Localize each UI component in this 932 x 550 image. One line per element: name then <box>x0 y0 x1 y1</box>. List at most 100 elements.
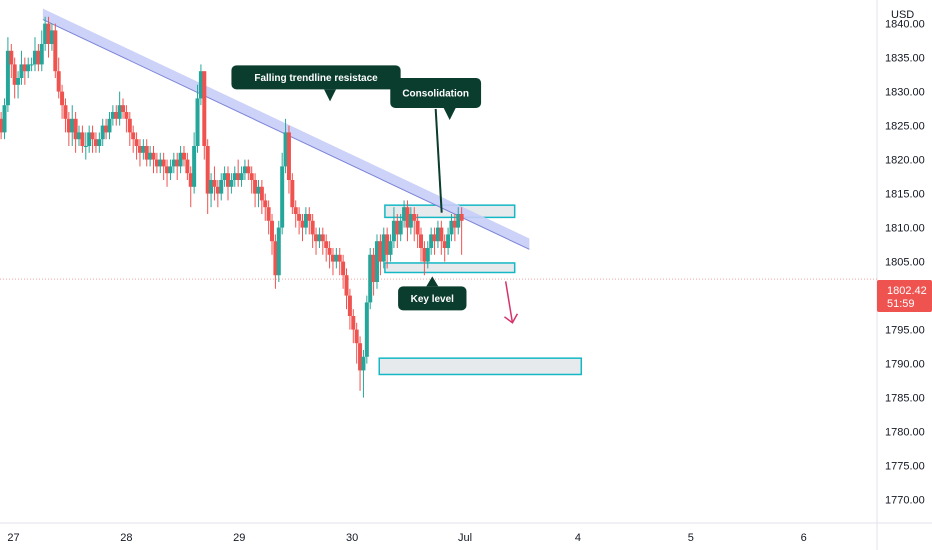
candle <box>192 132 197 194</box>
candle-body <box>151 152 156 160</box>
time-axis[interactable]: 27 28 29 30 Jul 4 5 6 <box>7 532 806 544</box>
candle-body <box>256 186 261 194</box>
candle-body <box>374 241 379 282</box>
candle-body <box>144 146 149 160</box>
y-tick-label: 1780.00 <box>885 427 925 439</box>
candle-body <box>432 234 437 242</box>
candle-body <box>168 166 173 174</box>
candle <box>90 125 95 153</box>
candle <box>266 200 271 235</box>
candle-body <box>215 186 220 194</box>
consolidation-callout-bg <box>390 77 482 108</box>
candle <box>5 37 10 112</box>
candles <box>0 16 464 398</box>
candle-body <box>408 214 413 228</box>
y-tick-label: 1795.00 <box>885 325 925 337</box>
candle-body <box>259 186 264 201</box>
candle <box>22 57 27 85</box>
candle <box>415 214 420 248</box>
candle <box>154 152 159 174</box>
candle-body <box>137 146 142 153</box>
candle-body <box>266 207 271 221</box>
candle <box>158 152 163 174</box>
candle <box>419 227 424 262</box>
candle-body <box>246 166 251 174</box>
candle <box>330 248 335 276</box>
last-price-badge-bg <box>877 280 932 312</box>
candle-body <box>104 125 109 133</box>
candle <box>398 214 403 242</box>
candle <box>73 112 78 153</box>
candle <box>219 173 224 201</box>
candle <box>63 98 68 133</box>
x-tick-label: 28 <box>120 532 132 544</box>
candle <box>300 214 305 242</box>
candle-body <box>73 118 78 140</box>
candle <box>39 30 44 72</box>
candle <box>212 166 217 201</box>
candle <box>114 105 119 126</box>
candle <box>29 57 34 72</box>
candle <box>87 125 92 153</box>
consolidation-callout-pointer <box>443 107 456 120</box>
candle <box>225 166 230 201</box>
candle <box>2 98 7 140</box>
candle <box>46 16 51 58</box>
y-tick-label: 1770.00 <box>885 495 925 507</box>
candle-body <box>371 254 376 282</box>
candle <box>351 309 356 344</box>
candle <box>93 132 98 153</box>
candle <box>127 112 132 146</box>
candle-body <box>66 118 71 133</box>
candle-body <box>9 50 14 65</box>
candle <box>222 166 227 187</box>
candle-body <box>56 71 61 92</box>
candle <box>432 227 437 255</box>
candle-body <box>391 220 396 242</box>
candle-body <box>419 234 424 248</box>
candle-body <box>83 146 88 147</box>
price-axis[interactable]: USD 1770.00 1775.00 1780.00 1785.00 1790.00 1… <box>885 9 925 507</box>
candle-body <box>358 343 363 371</box>
candle-body <box>307 214 312 221</box>
candle-body <box>341 261 346 276</box>
candle <box>249 166 254 194</box>
candle <box>324 234 329 262</box>
candle-body <box>442 241 447 248</box>
candle <box>358 336 363 391</box>
candle <box>141 139 146 160</box>
candle-body <box>181 152 186 160</box>
candle <box>290 173 295 214</box>
bar-countdown: 51:59 <box>887 298 915 310</box>
candle <box>36 44 41 72</box>
candle <box>259 180 264 214</box>
candle-body <box>381 234 386 262</box>
candle-body <box>327 248 332 255</box>
candle-body <box>198 71 203 99</box>
candle-body <box>280 166 285 228</box>
y-tick-label: 1815.00 <box>885 189 925 201</box>
candle-body <box>16 78 21 85</box>
y-tick-label: 1820.00 <box>885 155 925 167</box>
candle-body <box>456 214 461 228</box>
candle-body <box>19 64 24 78</box>
candle <box>66 112 71 146</box>
candle-body <box>317 234 322 242</box>
candle-body <box>310 220 315 235</box>
candle-body <box>324 241 329 248</box>
candle <box>215 180 220 208</box>
candle <box>327 241 332 269</box>
candle <box>317 227 322 248</box>
candle-body <box>222 173 227 180</box>
candle <box>391 207 396 248</box>
y-tick-label: 1805.00 <box>885 257 925 269</box>
candle <box>53 23 58 78</box>
candle <box>26 57 31 78</box>
candle-body <box>253 180 258 194</box>
candle <box>459 207 464 255</box>
candle-body <box>154 159 159 167</box>
candle-body <box>165 166 170 174</box>
candle-body <box>188 173 193 187</box>
candle <box>412 207 417 242</box>
